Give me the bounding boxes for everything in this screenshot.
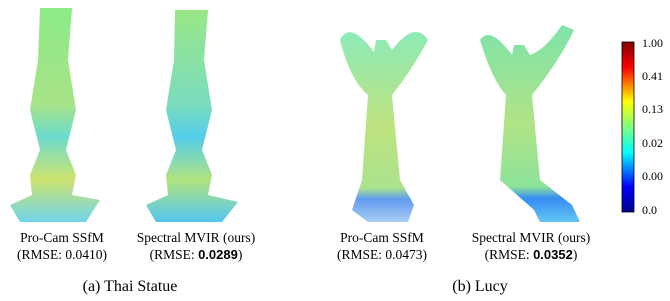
caption: Pro-Cam SSfM (RMSE: 0.0410) — [0, 229, 137, 263]
colorbar — [622, 42, 634, 212]
method: Spectral MVIR (ours) — [456, 229, 606, 246]
caption: Spectral MVIR (ours) (RMSE: 0.0352) — [456, 229, 606, 263]
rmse-suffix: ) — [573, 247, 578, 262]
rmse-prefix: (RMSE: — [485, 247, 533, 262]
thai-statue-mvir — [146, 10, 238, 222]
lucy-procam — [340, 32, 428, 222]
colorbar-label: 0.41 — [642, 69, 663, 84]
rmse-value: 0.0473 — [385, 247, 422, 262]
rmse-prefix: (RMSE: — [337, 247, 385, 262]
subcaption: (a) Thai Statue — [30, 278, 230, 296]
caption: Pro-Cam SSfM (RMSE: 0.0473) — [307, 229, 457, 263]
figure: Pro-Cam SSfM (RMSE: 0.0410) Spectral MVI… — [0, 0, 670, 301]
rmse: (RMSE: 0.0289) — [121, 246, 271, 263]
rmse-prefix: (RMSE: — [150, 247, 198, 262]
colorbar-label: 1.00 — [642, 36, 663, 51]
rmse-prefix: (RMSE: — [17, 247, 65, 262]
rmse-value: 0.0410 — [65, 247, 102, 262]
subcaption: (b) Lucy — [380, 278, 580, 296]
rmse: (RMSE: 0.0410) — [0, 246, 137, 263]
rmse: (RMSE: 0.0473) — [307, 246, 457, 263]
method: Pro-Cam SSfM — [0, 229, 137, 246]
rmse-suffix: ) — [423, 247, 428, 262]
rmse-value: 0.0289 — [198, 247, 238, 262]
colorbar-label: 0.0 — [642, 203, 657, 218]
caption: Spectral MVIR (ours) (RMSE: 0.0289) — [121, 229, 271, 263]
rmse: (RMSE: 0.0352) — [456, 246, 606, 263]
colorbar-label: 0.13 — [642, 102, 663, 117]
rmse-suffix: ) — [103, 247, 108, 262]
colorbar-label: 0.02 — [642, 136, 663, 151]
colorbar-label: 0.00 — [642, 169, 663, 184]
rmse-suffix: ) — [238, 247, 243, 262]
lucy-mvir — [480, 25, 580, 222]
method: Spectral MVIR (ours) — [121, 229, 271, 246]
thai-statue-procam — [10, 8, 100, 222]
method: Pro-Cam SSfM — [307, 229, 457, 246]
rmse-value: 0.0352 — [533, 247, 573, 262]
